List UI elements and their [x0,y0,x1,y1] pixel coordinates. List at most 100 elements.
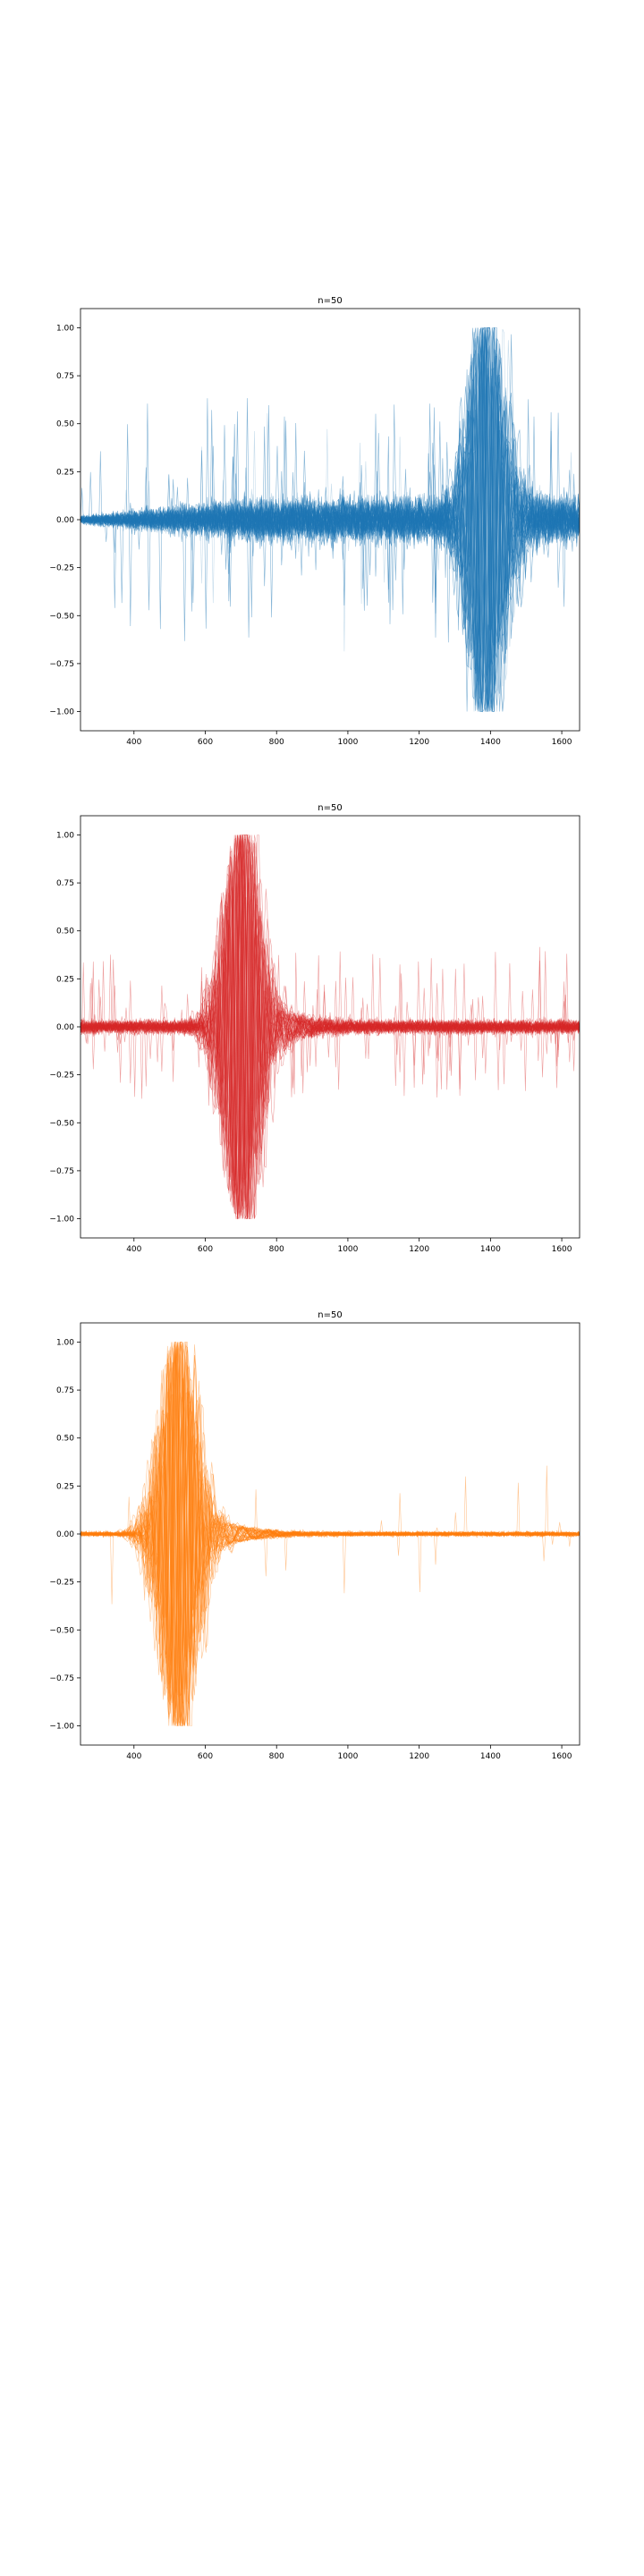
series-line-8 [80,835,580,1191]
series-line-28 [80,849,580,1219]
x-tick-label: 600 [198,1245,213,1254]
x-tick-label: 1600 [552,1752,572,1761]
series-line-34 [80,835,580,1217]
y-tick-label: 0.25 [56,468,74,477]
series-line-1 [80,1350,580,1726]
y-tick-label: −0.25 [49,1579,74,1588]
series-line-1 [80,856,580,1219]
series-line-9 [80,835,580,1214]
series-line-49 [80,845,580,1220]
series-line-25 [80,1342,580,1726]
chart-title: n=50 [318,296,342,306]
series-line-2 [80,1349,580,1726]
x-tick-label: 1200 [409,738,429,747]
series-line-37 [80,1347,580,1726]
y-tick-label: −0.50 [49,612,74,621]
series-line-39 [80,1342,580,1726]
series-line-22 [80,835,580,1215]
series-line-39 [80,835,580,1219]
series-line-42 [80,1342,580,1726]
series-line-17 [80,1342,580,1726]
series-line-23 [80,1346,580,1711]
y-tick-label: −0.50 [49,1119,74,1128]
series-line-21 [80,835,580,1219]
x-tick-label: 800 [269,1752,284,1761]
x-tick-label: 1600 [552,1245,572,1254]
series-line-4 [80,835,580,1209]
series-line-16 [80,1342,580,1726]
series-line-48 [80,849,580,1219]
series-line-13 [80,1346,580,1696]
x-tick-label: 600 [198,738,213,747]
series-line-3 [80,1342,580,1726]
series-line-34 [80,1348,580,1697]
series-line-38 [80,1342,580,1726]
y-tick-label: 0.75 [56,372,74,381]
series-line-47 [80,1353,580,1726]
series-line-38 [80,843,580,1197]
series-line-16 [80,835,580,1215]
series-line-18 [80,835,580,1185]
series-line-44 [80,835,580,1219]
series-line-42 [80,835,580,1219]
x-tick-label: 1000 [337,1752,358,1761]
y-tick-label: −0.75 [49,1167,74,1176]
y-tick-label: −1.00 [49,1216,74,1224]
series-line-50 [80,331,580,712]
series-line-14 [80,835,580,1219]
chart-title: n=50 [318,1310,342,1320]
series-line-15 [80,835,580,1186]
series-line-36 [80,1342,580,1726]
series-line-45 [80,1342,580,1726]
series-line-28 [80,1342,580,1690]
series-line-32 [80,835,580,1219]
y-tick-label: 1.00 [56,1338,74,1347]
y-tick-label: −0.75 [49,1674,74,1683]
series-line-19 [80,1342,580,1726]
series-line-27 [80,1345,580,1726]
series-line-43 [80,1357,580,1726]
series-line-24 [80,835,580,1219]
x-tick-label: 1000 [337,1245,358,1254]
series-line-29 [80,1351,580,1705]
series-line-47 [80,835,580,1219]
series-line-27 [80,835,580,1219]
chart-panel-1: 400 600 800 1000 1200 1400 1600 1.00 0.75 0.50 0.2… [49,296,580,747]
series-line-2 [80,835,580,1219]
x-tick-label: 1200 [409,1752,429,1761]
y-tick-label: 0.25 [56,975,74,984]
series-group [80,1342,580,1727]
series-line-36 [80,835,580,1203]
series-line-3 [80,835,580,1219]
series-line-12 [80,854,580,1216]
series-line-22 [80,1343,580,1726]
x-tick-label: 1400 [480,738,501,747]
series-line-37 [80,835,580,1216]
series-line-6 [80,1342,580,1722]
y-tick-label: 1.00 [56,324,74,333]
series-line-44 [80,1342,580,1726]
x-tick-label: 800 [269,738,284,747]
series-group [80,835,580,1220]
series-line-30 [80,850,580,1219]
x-tick-label: 1400 [480,1245,501,1254]
x-tick-label: 400 [126,1245,141,1254]
series-line-23 [80,835,580,1213]
series-line-10 [80,841,580,1191]
series-line-43 [80,835,580,1220]
series-line-7 [80,835,580,1219]
series-line-7 [80,1342,580,1726]
series-line-40 [80,835,580,1207]
series-line-29 [80,856,580,1220]
series-group [80,326,580,713]
series-line-31 [80,1342,580,1698]
series-line-5 [80,1352,580,1726]
x-tick-label: 1600 [552,738,572,747]
series-line-50 [80,852,580,1202]
series-line-18 [80,1343,580,1726]
y-tick-label: 0.00 [56,1023,74,1032]
series-line-21 [80,1353,580,1724]
series-line-17 [80,851,580,1219]
y-tick-label: −0.25 [49,564,74,573]
x-tick-label: 800 [269,1245,284,1254]
